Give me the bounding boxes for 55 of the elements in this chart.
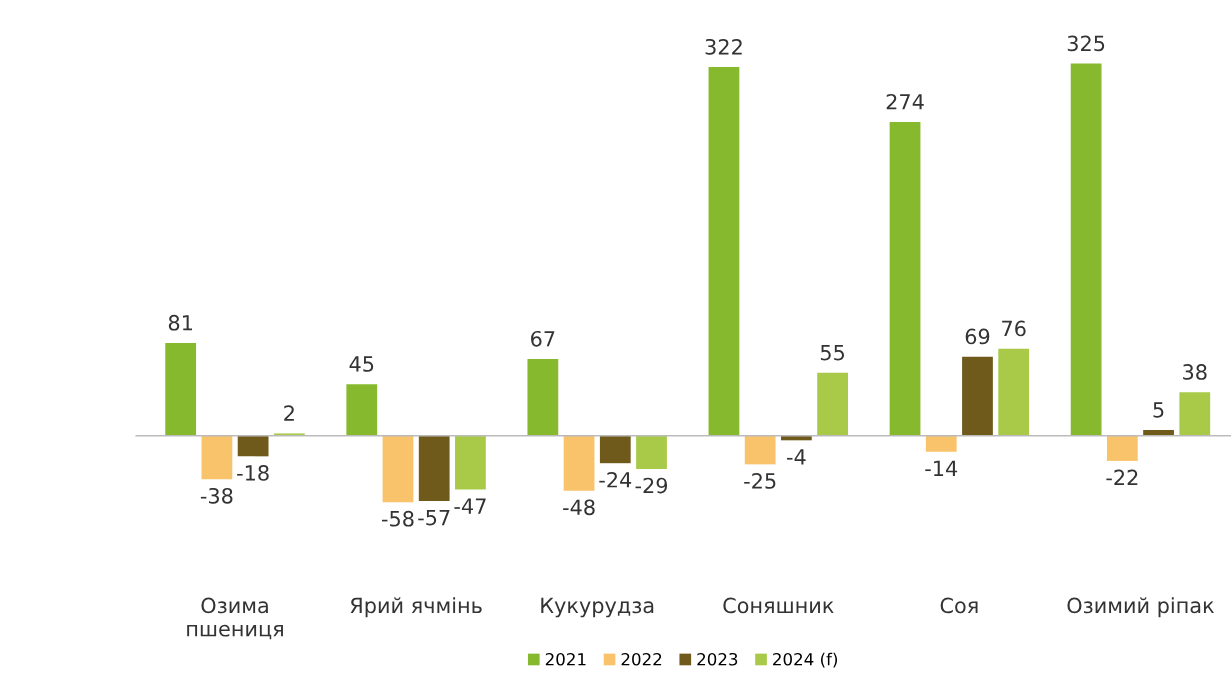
bar [418, 435, 450, 501]
data-label: -14 [925, 460, 958, 476]
bar [744, 435, 776, 465]
data-label: 2 [284, 405, 294, 421]
bar [382, 435, 414, 503]
data-label: 274 [886, 93, 924, 110]
data-label: -58 [381, 510, 414, 527]
data-label: -57 [418, 509, 450, 526]
x-tick-label: Озимий ріпак [1067, 597, 1214, 618]
bar [201, 435, 233, 480]
bar [1106, 435, 1138, 461]
bar [563, 435, 595, 491]
legend-label: 2024 (f) [773, 652, 838, 668]
bar [346, 384, 378, 436]
x-tick-label: Ярий ячмінь [350, 597, 482, 618]
data-label: 38 [1183, 364, 1207, 380]
legend-label: 2022 [621, 652, 662, 666]
data-label: -47 [454, 498, 486, 514]
bar [817, 372, 848, 436]
data-label: -22 [1106, 469, 1138, 486]
bar [1179, 392, 1211, 436]
bar [889, 122, 921, 436]
data-label: 322 [705, 38, 742, 55]
legend-label: 2023 [697, 652, 738, 666]
data-label: -18 [237, 465, 269, 481]
bar [1070, 63, 1102, 436]
x-tick-label: Кукурудза [541, 597, 654, 618]
bar [237, 435, 269, 457]
data-label: 5 [1153, 402, 1164, 418]
bar [599, 435, 631, 464]
x-tick-label: Соя [940, 597, 978, 614]
x-tick-label: Озима пшениця [187, 597, 283, 640]
data-label: -4 [787, 449, 806, 465]
bar [925, 435, 957, 452]
data-label: -48 [563, 499, 595, 516]
data-label: 76 [1002, 320, 1026, 337]
bar [962, 356, 993, 436]
bar [455, 435, 486, 490]
data-label: 67 [531, 330, 555, 347]
data-label: -29 [635, 477, 668, 494]
data-label: -24 [599, 471, 632, 488]
bar [527, 359, 559, 436]
data-label: 81 [168, 314, 193, 331]
data-label: 45 [349, 356, 374, 372]
data-label: -38 [200, 487, 233, 504]
x-tick-label: Соняшник [723, 597, 834, 614]
data-label: 325 [1067, 35, 1105, 52]
data-label: 69 [965, 328, 990, 345]
bar [708, 67, 740, 436]
bar [998, 348, 1030, 436]
data-label: 55 [820, 344, 845, 361]
bar [636, 435, 667, 469]
data-label: -25 [744, 473, 776, 489]
bar [165, 342, 197, 436]
legend-label: 2021 [545, 652, 586, 666]
